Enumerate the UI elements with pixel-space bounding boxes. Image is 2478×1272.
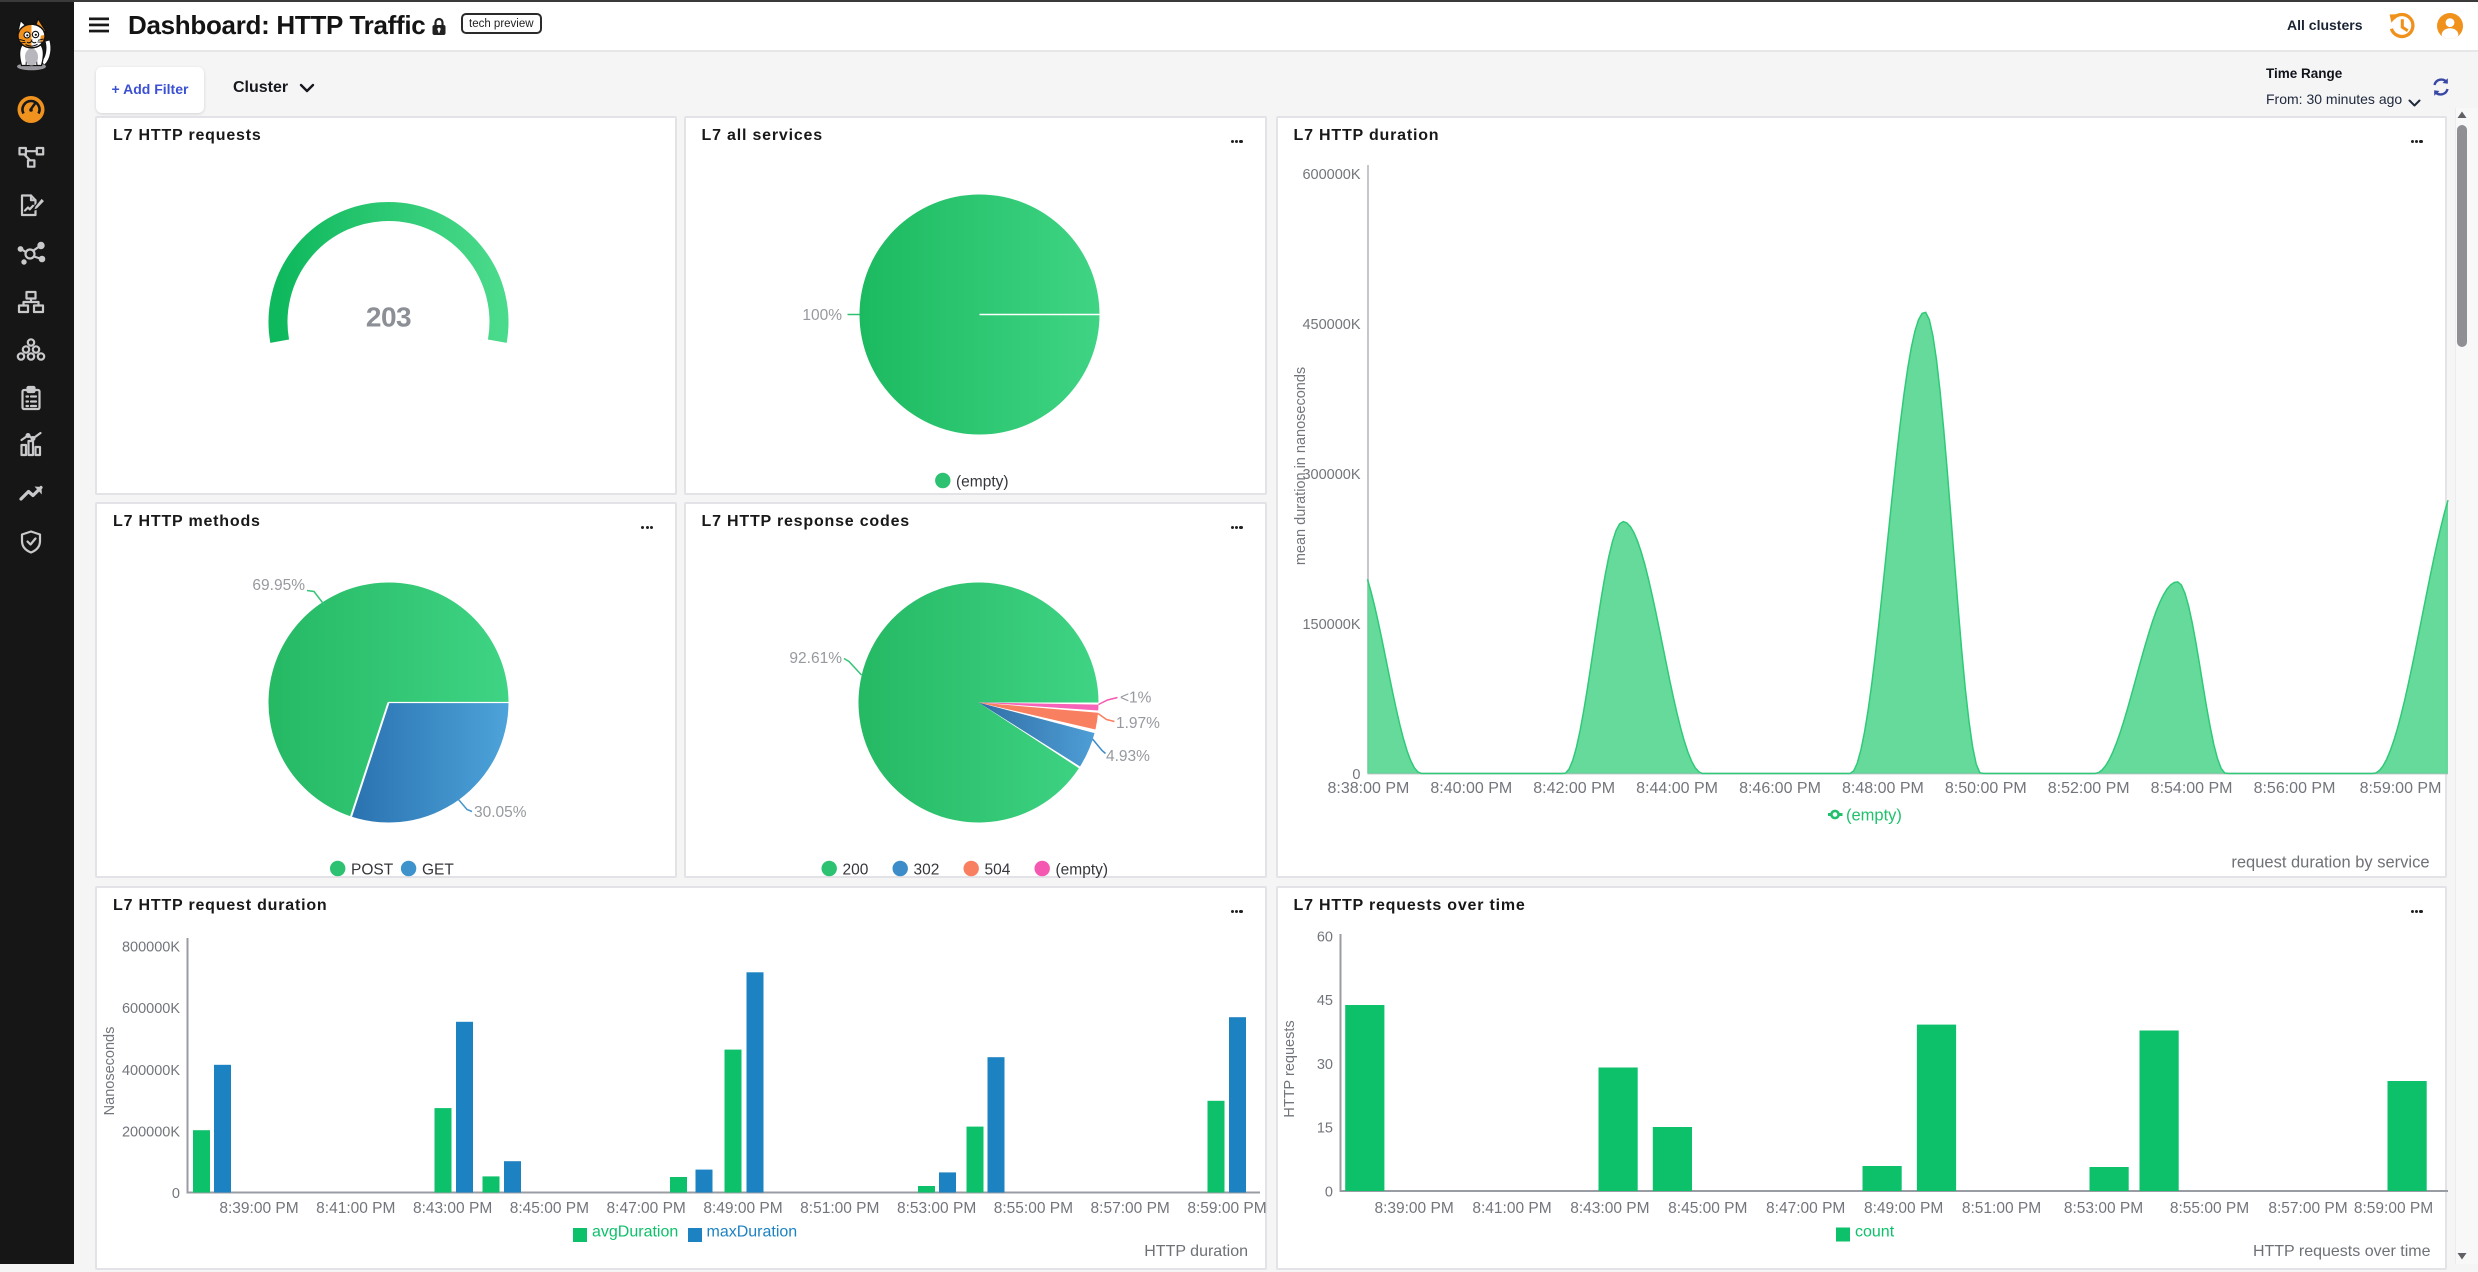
svg-text:8:44:00 PM: 8:44:00 PM <box>1636 780 1718 797</box>
svg-text:8:42:00 PM: 8:42:00 PM <box>1533 780 1615 797</box>
svg-text:8:43:00 PM: 8:43:00 PM <box>1570 1200 1649 1217</box>
svg-text:30.05%: 30.05% <box>474 804 527 821</box>
svg-text:92.61%: 92.61% <box>789 650 842 667</box>
svg-text:8:55:00 PM: 8:55:00 PM <box>994 1200 1073 1217</box>
svg-text:HTTP requests over time: HTTP requests over time <box>2252 1243 2430 1260</box>
svg-text:GET: GET <box>422 862 454 879</box>
svg-text:8:46:00 PM: 8:46:00 PM <box>1739 780 1821 797</box>
svg-text:POST: POST <box>351 862 394 879</box>
svg-text:avgDuration: avgDuration <box>592 1224 678 1241</box>
svg-text:8:53:00 PM: 8:53:00 PM <box>897 1200 976 1217</box>
svg-text:8:59:00 PM: 8:59:00 PM <box>2359 780 2441 797</box>
svg-text:8:49:00 PM: 8:49:00 PM <box>1863 1200 1942 1217</box>
svg-text:(empty): (empty) <box>1055 862 1108 879</box>
svg-text:504: 504 <box>984 862 1010 879</box>
svg-text:30: 30 <box>1316 1057 1332 1073</box>
svg-text:8:45:00 PM: 8:45:00 PM <box>1668 1200 1747 1217</box>
svg-text:(empty): (empty) <box>956 474 1009 491</box>
svg-text:0: 0 <box>172 1186 180 1202</box>
svg-text:60: 60 <box>1316 929 1332 945</box>
svg-text:(empty): (empty) <box>1846 807 1902 825</box>
svg-text:HTTP requests: HTTP requests <box>1282 1020 1298 1117</box>
svg-text:8:39:00 PM: 8:39:00 PM <box>219 1200 298 1217</box>
svg-text:8:54:00 PM: 8:54:00 PM <box>2150 780 2232 797</box>
svg-text:8:51:00 PM: 8:51:00 PM <box>800 1200 879 1217</box>
svg-text:request duration by service: request duration by service <box>2231 854 2429 872</box>
svg-text:mean duration in nanoseconds: mean duration in nanoseconds <box>1293 367 1309 565</box>
svg-text:150000K: 150000K <box>1302 617 1360 633</box>
svg-text:8:49:00 PM: 8:49:00 PM <box>703 1200 782 1217</box>
svg-text:302: 302 <box>913 862 939 879</box>
svg-text:8:48:00 PM: 8:48:00 PM <box>1841 780 1923 797</box>
svg-text:<1%: <1% <box>1120 690 1152 707</box>
svg-text:200000K: 200000K <box>122 1124 180 1140</box>
svg-text:8:43:00 PM: 8:43:00 PM <box>413 1200 492 1217</box>
svg-text:8:53:00 PM: 8:53:00 PM <box>2063 1200 2142 1217</box>
svg-text:450000K: 450000K <box>1302 317 1360 333</box>
svg-text:69.95%: 69.95% <box>252 577 305 594</box>
svg-text:8:45:00 PM: 8:45:00 PM <box>510 1200 589 1217</box>
svg-text:8:57:00 PM: 8:57:00 PM <box>2268 1200 2347 1217</box>
svg-text:8:57:00 PM: 8:57:00 PM <box>1091 1200 1170 1217</box>
svg-text:0: 0 <box>1324 1185 1332 1201</box>
svg-text:HTTP duration: HTTP duration <box>1144 1243 1248 1260</box>
svg-text:8:52:00 PM: 8:52:00 PM <box>2047 780 2129 797</box>
svg-text:45: 45 <box>1316 993 1332 1009</box>
svg-text:100%: 100% <box>802 307 842 324</box>
svg-text:15: 15 <box>1316 1121 1332 1137</box>
svg-text:600000K: 600000K <box>122 1001 180 1017</box>
svg-text:800000K: 800000K <box>122 940 180 956</box>
svg-text:8:51:00 PM: 8:51:00 PM <box>1961 1200 2040 1217</box>
svg-text:Nanoseconds: Nanoseconds <box>102 1027 118 1116</box>
svg-text:8:56:00 PM: 8:56:00 PM <box>2253 780 2335 797</box>
svg-text:8:50:00 PM: 8:50:00 PM <box>1944 780 2026 797</box>
svg-text:8:47:00 PM: 8:47:00 PM <box>1766 1200 1845 1217</box>
svg-text:200: 200 <box>842 862 868 879</box>
svg-text:8:59:00 PM: 8:59:00 PM <box>1187 1200 1266 1217</box>
svg-text:8:47:00 PM: 8:47:00 PM <box>607 1200 686 1217</box>
svg-text:8:41:00 PM: 8:41:00 PM <box>1472 1200 1551 1217</box>
svg-text:8:40:00 PM: 8:40:00 PM <box>1430 780 1512 797</box>
svg-text:4.93%: 4.93% <box>1106 748 1150 765</box>
svg-text:1.97%: 1.97% <box>1116 715 1160 732</box>
svg-text:400000K: 400000K <box>122 1063 180 1079</box>
svg-text:8:39:00 PM: 8:39:00 PM <box>1374 1200 1453 1217</box>
svg-text:8:38:00 PM: 8:38:00 PM <box>1327 780 1409 797</box>
svg-text:maxDuration: maxDuration <box>707 1224 798 1241</box>
svg-text:8:59:00 PM: 8:59:00 PM <box>2353 1200 2432 1217</box>
svg-text:203: 203 <box>366 302 411 333</box>
svg-text:0: 0 <box>1352 767 1360 783</box>
svg-text:8:55:00 PM: 8:55:00 PM <box>2169 1200 2248 1217</box>
svg-text:300000K: 300000K <box>1302 467 1360 483</box>
svg-text:600000K: 600000K <box>1302 167 1360 183</box>
svg-text:count: count <box>1855 1224 1895 1241</box>
svg-text:8:41:00 PM: 8:41:00 PM <box>316 1200 395 1217</box>
